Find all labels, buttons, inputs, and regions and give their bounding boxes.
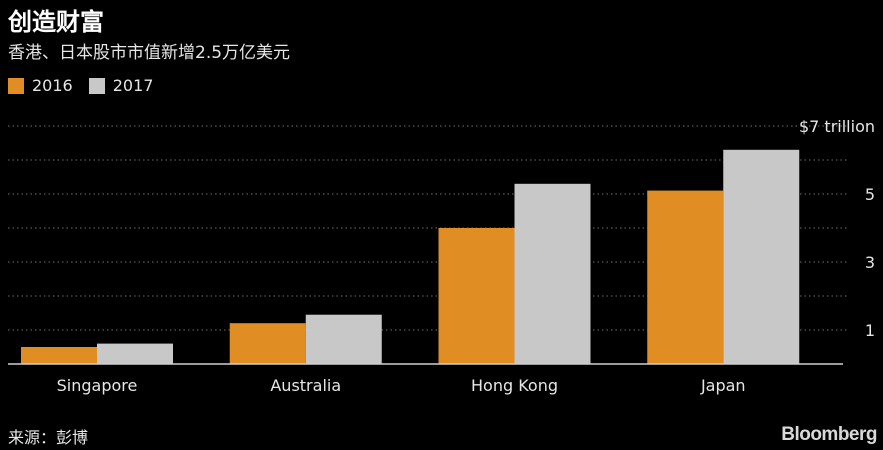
legend-item-2016: 2016 bbox=[8, 76, 73, 95]
legend-item-2017: 2017 bbox=[88, 76, 154, 95]
x-tick-label-australia: Australia bbox=[270, 376, 341, 395]
source-note: 来源：彭博 bbox=[8, 428, 89, 447]
legend-label-2017: 2017 bbox=[112, 76, 154, 95]
legend-swatch-2017 bbox=[88, 77, 105, 94]
chart-title: 创造财富 bbox=[8, 8, 104, 36]
bar-japan-2016 bbox=[647, 190, 724, 364]
x-tick-label-japan: Japan bbox=[700, 376, 746, 395]
chart-subtitle: 香港、日本股市市值新增2.5万亿美元 bbox=[8, 43, 291, 63]
bar-singapore-2016 bbox=[21, 347, 97, 364]
bar-japan-2017 bbox=[723, 149, 800, 364]
bar-australia-2017 bbox=[305, 314, 382, 364]
bar-hong-kong-2016 bbox=[438, 228, 515, 364]
bar-australia-2016 bbox=[229, 323, 306, 364]
bar-hong-kong-2017 bbox=[514, 183, 591, 364]
y-tick-label-5: 5 bbox=[865, 185, 875, 204]
legend: 2016 2017 bbox=[8, 76, 169, 95]
y-tick-label-3: 3 bbox=[865, 253, 875, 272]
x-tick-label-hong-kong: Hong Kong bbox=[471, 376, 558, 395]
legend-swatch-2016 bbox=[8, 77, 24, 94]
x-tick-label-singapore: Singapore bbox=[57, 376, 138, 395]
bloomberg-logo: Bloomberg bbox=[781, 424, 877, 445]
bar-singapore-2017 bbox=[97, 343, 173, 364]
y-tick-label-7: $7 trillion bbox=[799, 117, 875, 136]
legend-label-2016: 2016 bbox=[32, 76, 73, 95]
y-tick-label-1: 1 bbox=[865, 321, 875, 340]
